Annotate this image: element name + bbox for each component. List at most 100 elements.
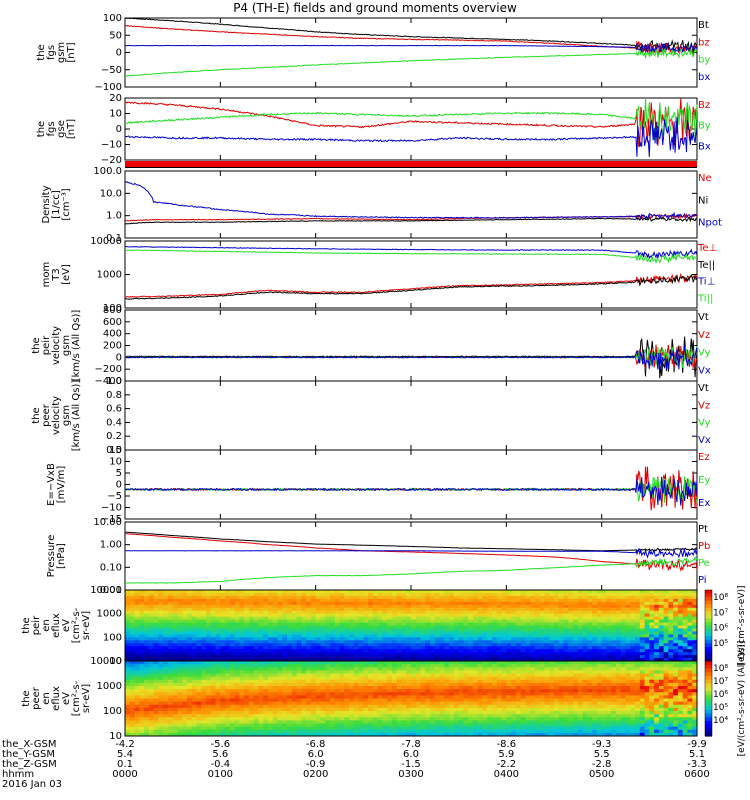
- spectrogram-cell: [687, 628, 693, 632]
- spectrogram-cell: [439, 590, 445, 594]
- spectrogram-cell: [153, 729, 159, 734]
- spectrogram-cell: [172, 711, 178, 715]
- spectrogram-cell: [296, 646, 302, 650]
- spectrogram-cell: [244, 664, 250, 668]
- spectrogram-cell: [549, 631, 555, 635]
- spectrogram-cell: [430, 664, 436, 668]
- spectrogram-cell: [144, 661, 150, 665]
- spectrogram-cell: [139, 634, 145, 638]
- spectrogram-cell: [296, 720, 302, 725]
- spectrogram-cell: [310, 628, 317, 632]
- spectrogram-cell: [506, 631, 512, 635]
- spectrogram-cell: [349, 634, 355, 638]
- spectrogram-cell: [377, 637, 383, 641]
- spectrogram-cell: [329, 598, 336, 603]
- spectrogram-cell: [167, 652, 174, 656]
- spectrogram-cell: [320, 625, 326, 629]
- spectrogram-cell: [377, 592, 383, 597]
- spectrogram-cell: [396, 598, 402, 603]
- spectrogram-cell: [506, 613, 512, 618]
- spectrogram-cell: [658, 613, 665, 618]
- spectrogram-cell: [196, 717, 202, 721]
- spectrogram-cell: [210, 622, 217, 626]
- spectrogram-cell: [263, 698, 269, 703]
- spectrogram-cell: [287, 692, 293, 696]
- spectrogram-cell: [234, 643, 240, 647]
- spectrogram-cell: [134, 607, 140, 612]
- spectrogram-cell: [239, 616, 245, 621]
- spectrogram-cell: [153, 592, 159, 597]
- spectrogram-cell: [353, 711, 360, 715]
- spectrogram-cell: [134, 732, 140, 737]
- spectrogram-cell: [511, 616, 517, 621]
- spectrogram-cell: [139, 698, 145, 703]
- spectrogram-cell: [344, 655, 350, 659]
- spectrogram-cell: [129, 604, 136, 609]
- spectrogram-cell: [344, 732, 350, 737]
- spectrogram-cell: [215, 658, 221, 662]
- spectrogram-cell: [406, 723, 412, 728]
- spectrogram-cell: [382, 717, 388, 721]
- spectrogram-cell: [125, 619, 131, 624]
- spectrogram-cell: [134, 604, 140, 609]
- spectrogram-cell: [210, 664, 217, 668]
- spectrogram-cell: [315, 667, 321, 671]
- spectrogram-cell: [406, 646, 412, 650]
- spectrogram-cell: [129, 692, 136, 696]
- spectrogram-cell: [301, 707, 307, 712]
- spectrogram-cell: [501, 607, 507, 612]
- spectrogram-cell: [148, 625, 155, 629]
- spectrogram-cell: [258, 711, 264, 715]
- spectrogram-cell: [225, 732, 231, 737]
- spectrogram-cell: [206, 655, 212, 659]
- spectrogram-cell: [334, 729, 340, 734]
- spectrogram-cell: [139, 625, 145, 629]
- spectrogram-cell: [401, 652, 407, 656]
- spectrogram-cell: [515, 652, 522, 656]
- spectrogram-cell: [191, 717, 197, 721]
- spectrogram-cell: [301, 652, 307, 656]
- spectrogram-cell: [582, 625, 588, 629]
- y-axis-label-line: [cm⁻³]: [61, 188, 72, 220]
- spectrogram-cell: [430, 631, 436, 635]
- spectrogram-cell: [191, 682, 197, 687]
- spectrogram-cell: [406, 631, 412, 635]
- spectrogram-cell: [430, 628, 436, 632]
- spectrogram-cell: [487, 655, 493, 659]
- spectrogram-cell: [406, 661, 412, 665]
- spectrogram-cell: [234, 631, 240, 635]
- spectrogram-cell: [573, 655, 579, 659]
- spectrogram-cell: [615, 631, 622, 635]
- spectrogram-cell: [506, 625, 512, 629]
- spectrogram-cell: [387, 682, 393, 687]
- spectrogram-cell: [592, 658, 598, 662]
- spectrogram-cell: [225, 720, 231, 725]
- spectrogram-cell: [444, 643, 450, 647]
- spectrogram-cell: [253, 628, 259, 632]
- spectrogram-cell: [482, 640, 488, 644]
- spectrogram-cell: [439, 604, 445, 609]
- spectrogram-cell: [458, 673, 464, 678]
- spectrogram-cell: [496, 640, 503, 644]
- spectrogram-cell: [677, 613, 684, 618]
- spectrogram-cell: [272, 717, 279, 721]
- spectrogram-cell: [349, 592, 355, 597]
- spectrogram-cell: [415, 673, 422, 678]
- spectrogram-cell: [368, 649, 374, 653]
- spectrogram-cell: [372, 607, 379, 612]
- spectrogram-cell: [430, 625, 436, 629]
- y-tick-label: 200: [103, 341, 122, 352]
- spectrogram-cell: [301, 704, 307, 709]
- spectrogram-cell: [129, 625, 136, 629]
- spectrogram-cell: [411, 601, 417, 606]
- spectrogram-cell: [396, 711, 402, 715]
- spectrogram-cell: [673, 595, 679, 600]
- spectrogram-cell: [439, 720, 445, 725]
- spectrogram-cell: [134, 658, 140, 662]
- spectrogram-cell: [525, 610, 531, 615]
- spectrogram-cell: [229, 732, 236, 737]
- spectrogram-cell: [148, 673, 155, 678]
- spectrogram-cell: [148, 720, 155, 725]
- spectrogram-cell: [663, 616, 669, 621]
- spectrogram-cell: [372, 601, 379, 606]
